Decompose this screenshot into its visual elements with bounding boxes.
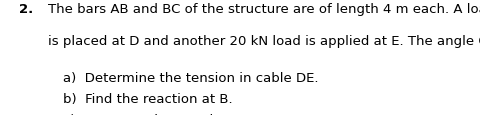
Text: is placed at D and another 20 kN load is applied at E. The angle Θ = 70°.: is placed at D and another 20 kN load is…: [48, 34, 480, 47]
Text: 2.: 2.: [19, 3, 34, 16]
Text: c)  Compute the reaction at A.: c) Compute the reaction at A.: [62, 113, 264, 115]
Text: The bars AB and BC of the structure are of length 4 m each. A load of 10 kN: The bars AB and BC of the structure are …: [48, 3, 480, 16]
Text: a)  Determine the tension in cable DE.: a) Determine the tension in cable DE.: [62, 71, 317, 84]
Text: b)  Find the reaction at B.: b) Find the reaction at B.: [62, 92, 232, 105]
